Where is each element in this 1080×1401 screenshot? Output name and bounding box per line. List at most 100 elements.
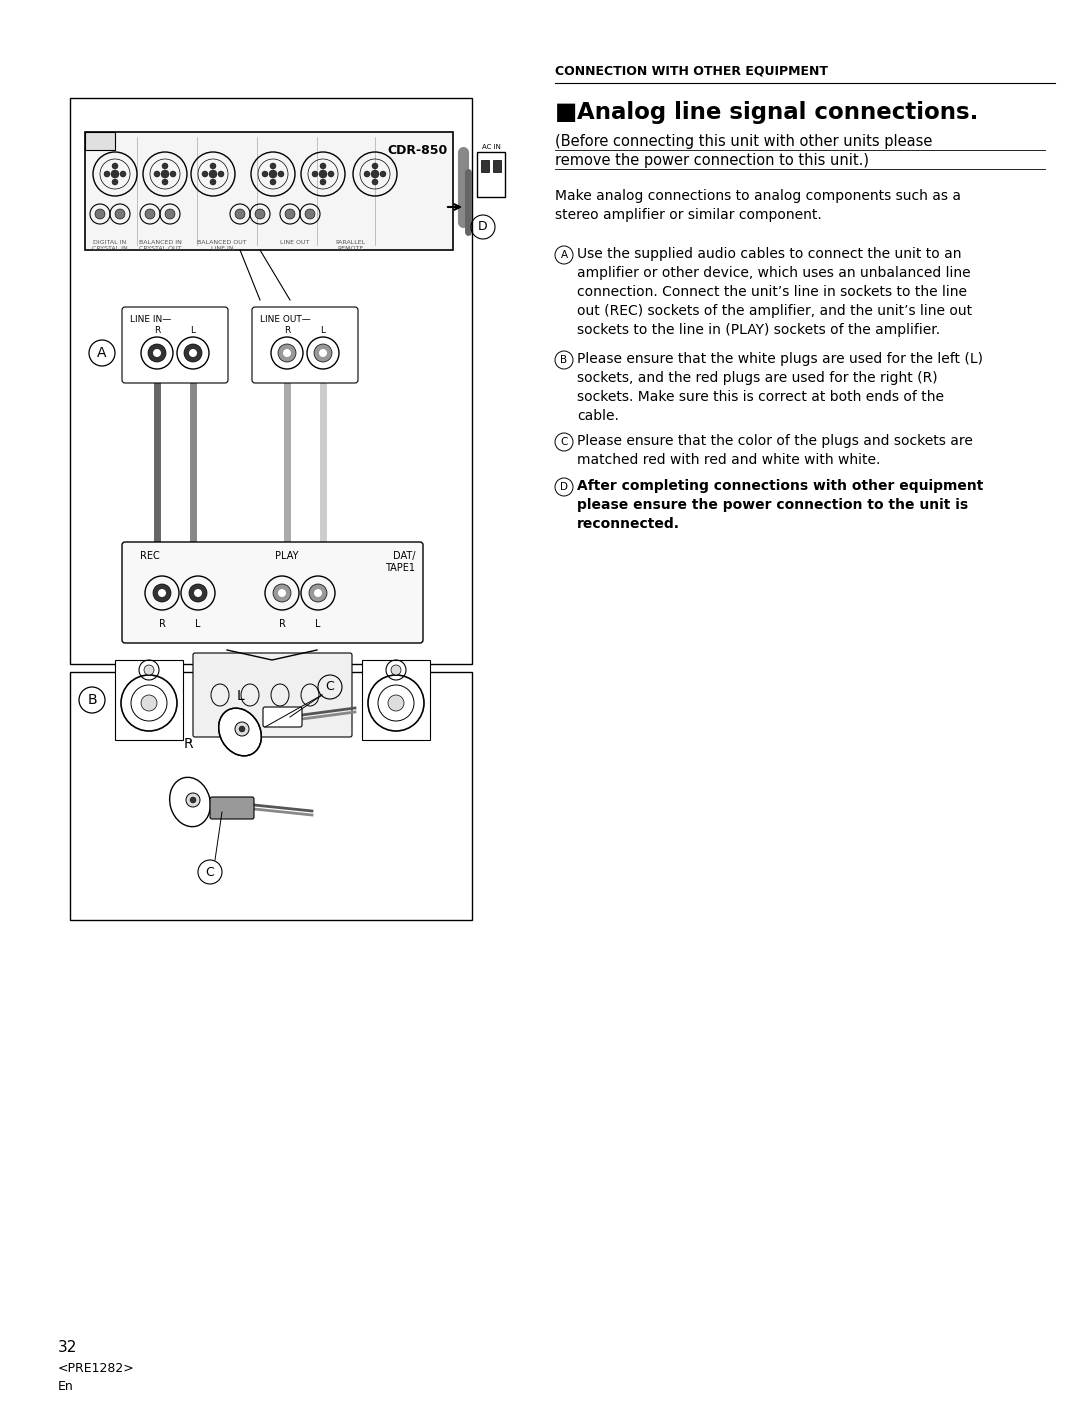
Bar [362,660,430,740]
Circle shape [170,171,176,177]
Bar [70,672,472,920]
Circle shape [278,345,296,361]
Text: L: L [321,326,325,335]
Circle shape [262,171,268,177]
Text: B: B [87,693,97,708]
Text: (Before connecting this unit with other units please: (Before connecting this unit with other … [555,134,932,149]
Bar [481,160,489,172]
Circle shape [144,665,154,675]
Circle shape [278,588,286,597]
Circle shape [305,209,315,219]
Text: CDR-850: CDR-850 [388,144,448,157]
Circle shape [210,170,217,178]
Text: R: R [159,619,165,629]
Circle shape [104,171,110,177]
Bar [85,132,114,150]
Text: BALANCED IN
CRYSTAL OUT: BALANCED IN CRYSTAL OUT [138,240,181,251]
Text: Please ensure that the white plugs are used for the left (L)
sockets, and the re: Please ensure that the white plugs are u… [577,352,983,423]
Circle shape [314,588,322,597]
Text: D: D [478,220,488,234]
Circle shape [112,163,118,170]
Text: R: R [184,737,193,751]
Bar [70,98,472,664]
Circle shape [161,170,168,178]
Circle shape [320,179,326,185]
Circle shape [283,349,291,357]
Text: C: C [205,866,214,878]
Text: B: B [561,354,568,366]
Bar [477,151,505,198]
Circle shape [388,695,404,710]
Text: remove the power connection to this unit.): remove the power connection to this unit… [555,153,869,168]
Circle shape [190,797,195,803]
Circle shape [162,163,168,170]
Circle shape [153,349,161,357]
Circle shape [186,793,200,807]
Text: Analog line signal connections.: Analog line signal connections. [577,101,978,125]
Circle shape [148,345,166,361]
Bar [114,660,183,740]
Circle shape [189,584,207,602]
Circle shape [162,179,168,185]
Text: A: A [561,249,568,261]
Text: L: L [237,689,244,703]
Circle shape [391,665,401,675]
Text: <PRE1282>: <PRE1282> [58,1362,135,1374]
Text: PARALLEL
REMOTE: PARALLEL REMOTE [335,240,365,251]
Circle shape [184,345,202,361]
Text: D: D [561,482,568,492]
FancyBboxPatch shape [264,708,302,727]
Text: L: L [315,619,321,629]
Text: A: A [97,346,107,360]
Text: DAT/
TAPE1: DAT/ TAPE1 [384,551,415,573]
Text: ■: ■ [555,99,578,125]
Circle shape [285,209,295,219]
Circle shape [328,171,334,177]
Circle shape [210,179,216,185]
Circle shape [153,584,171,602]
Text: AC IN: AC IN [482,144,500,150]
Text: LINE IN—: LINE IN— [130,315,172,324]
Circle shape [239,726,245,731]
Ellipse shape [218,708,261,757]
Circle shape [372,170,379,178]
Text: PLAY: PLAY [275,551,298,560]
Circle shape [141,695,157,710]
Circle shape [210,163,216,170]
Circle shape [111,170,119,178]
Text: En: En [58,1380,73,1393]
Circle shape [235,722,249,736]
Text: CONNECTION WITH OTHER EQUIPMENT: CONNECTION WITH OTHER EQUIPMENT [555,64,828,78]
Circle shape [270,163,276,170]
Circle shape [120,171,126,177]
FancyBboxPatch shape [85,132,453,249]
Ellipse shape [170,778,211,827]
Circle shape [372,179,378,185]
Circle shape [218,171,224,177]
FancyBboxPatch shape [122,307,228,382]
Text: LINE OUT: LINE OUT [281,240,310,245]
Circle shape [270,179,276,185]
Text: REC: REC [140,551,160,560]
Circle shape [372,163,378,170]
Circle shape [314,345,332,361]
Circle shape [165,209,175,219]
Circle shape [273,584,291,602]
FancyBboxPatch shape [210,797,254,820]
Bar [492,160,501,172]
Circle shape [320,163,326,170]
Circle shape [269,170,276,178]
Text: 32: 32 [58,1339,78,1355]
Circle shape [255,209,265,219]
Circle shape [380,171,386,177]
Circle shape [312,171,318,177]
Circle shape [309,584,327,602]
FancyBboxPatch shape [193,653,352,737]
Text: Make analog connections to analog components such as a
stereo amplifier or simil: Make analog connections to analog compon… [555,189,961,223]
Circle shape [319,349,327,357]
Text: Use the supplied audio cables to connect the unit to an
amplifier or other devic: Use the supplied audio cables to connect… [577,247,972,336]
Circle shape [235,209,245,219]
Circle shape [194,588,202,597]
Text: C: C [326,681,335,693]
Text: R: R [153,326,160,335]
